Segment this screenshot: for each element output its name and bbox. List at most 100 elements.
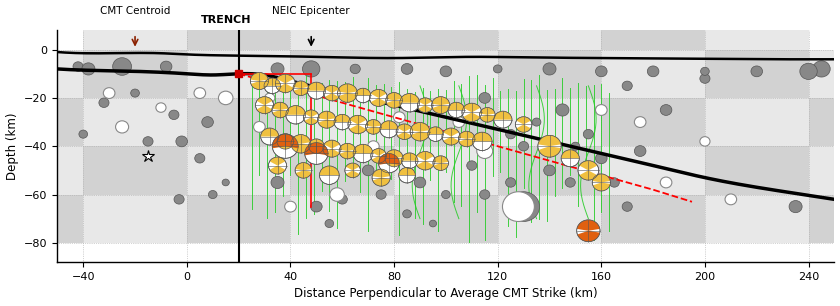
Circle shape [380,121,398,138]
Circle shape [493,65,502,73]
Wedge shape [444,136,459,145]
Wedge shape [402,153,418,161]
Circle shape [813,61,830,77]
Circle shape [339,143,356,159]
Circle shape [305,143,328,164]
Circle shape [325,219,333,228]
Wedge shape [250,73,268,81]
Circle shape [143,137,153,146]
Circle shape [293,81,308,95]
Bar [705,98,809,146]
Circle shape [622,202,633,211]
Wedge shape [286,106,306,115]
Wedge shape [517,125,531,132]
Circle shape [169,110,179,120]
Circle shape [79,130,87,138]
Wedge shape [432,97,449,105]
Bar [186,50,291,98]
Wedge shape [295,163,312,170]
Bar [394,195,497,243]
Wedge shape [307,82,325,91]
Circle shape [583,129,593,139]
Bar [235,70,242,77]
Circle shape [318,111,336,128]
Circle shape [311,201,323,212]
Circle shape [565,178,575,187]
Wedge shape [349,115,366,125]
Circle shape [307,82,325,99]
Circle shape [116,121,129,133]
Circle shape [255,97,274,114]
Circle shape [271,176,284,188]
Circle shape [506,129,516,139]
Circle shape [81,63,95,75]
Bar [705,146,809,195]
Text: NEIC Epicenter: NEIC Epicenter [272,6,350,16]
Wedge shape [334,114,350,122]
Wedge shape [561,150,580,158]
Wedge shape [370,98,386,106]
Circle shape [477,144,493,159]
Circle shape [480,108,495,122]
Circle shape [323,140,341,157]
Circle shape [543,165,555,176]
Wedge shape [325,85,339,93]
Bar [57,98,83,146]
Circle shape [440,66,452,77]
Bar [394,50,497,98]
Circle shape [442,190,450,199]
Bar [497,30,601,50]
Wedge shape [538,146,561,157]
Wedge shape [480,108,495,115]
Wedge shape [577,220,600,231]
Wedge shape [365,120,381,127]
Circle shape [429,220,437,227]
Circle shape [222,179,229,186]
Circle shape [308,139,324,154]
Circle shape [334,114,350,130]
Circle shape [433,156,449,170]
Circle shape [417,98,433,112]
Wedge shape [580,170,597,180]
Wedge shape [291,135,311,144]
Circle shape [272,102,288,118]
Bar [705,30,809,50]
Wedge shape [264,78,281,86]
Circle shape [323,85,340,101]
Circle shape [277,134,293,149]
Wedge shape [397,124,412,132]
Circle shape [467,161,477,170]
Circle shape [494,111,512,128]
Bar [705,50,809,98]
Circle shape [415,151,435,170]
Wedge shape [593,182,610,191]
Wedge shape [372,149,386,156]
Wedge shape [353,144,373,154]
Wedge shape [318,111,336,120]
Circle shape [414,177,426,188]
Circle shape [218,91,233,105]
Circle shape [462,103,481,121]
Circle shape [348,115,368,134]
Wedge shape [433,105,449,114]
Wedge shape [251,81,268,89]
Wedge shape [355,88,370,95]
Circle shape [596,153,607,164]
Circle shape [800,63,817,80]
Circle shape [194,88,206,99]
Circle shape [410,122,430,141]
Wedge shape [411,132,430,141]
Wedge shape [339,143,355,151]
Wedge shape [324,149,339,157]
Wedge shape [538,135,561,146]
Circle shape [302,61,320,77]
Wedge shape [386,158,403,167]
Text: TRENCH: TRENCH [201,15,251,25]
Wedge shape [417,151,433,161]
Bar [497,98,601,146]
Circle shape [272,134,298,158]
Circle shape [365,120,381,134]
Circle shape [376,190,386,199]
Wedge shape [386,150,403,158]
Bar [186,30,291,50]
